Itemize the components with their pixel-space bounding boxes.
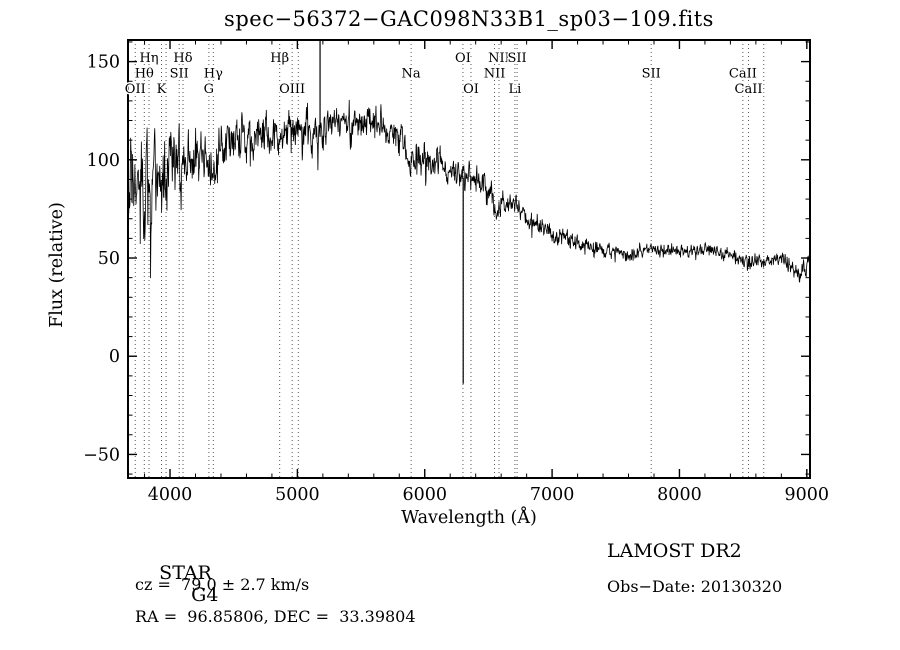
y-tick-label: 100 (87, 151, 120, 171)
spectral-line-label: Li (509, 82, 522, 97)
spectral-line-label: Na (402, 67, 421, 82)
spectral-line-label: Hη (139, 51, 158, 66)
spectral-line-label: Hθ (135, 67, 154, 82)
spectral-line-label: Hδ (173, 51, 192, 66)
x-tick-label: 5000 (275, 485, 320, 505)
ra-dec-text: RA = 96.85806, DEC = 33.39804 (135, 607, 416, 626)
spectral-line-label: CaII (729, 67, 757, 82)
spectral-line-label: Hβ (270, 51, 289, 66)
spectral-line-label: OI (455, 51, 471, 66)
y-tick-label: 150 (87, 53, 120, 73)
spectral-line-label: OII (125, 82, 146, 97)
x-tick-label: 9000 (785, 485, 830, 505)
x-tick-label: 6000 (402, 485, 447, 505)
spectral-line-label: G (204, 82, 214, 97)
spectral-line-label: K (157, 82, 167, 97)
plot-frame (127, 39, 811, 479)
class-label: STAR (159, 562, 212, 584)
spectral-line-label: OIII (279, 82, 305, 97)
x-tick-label: 7000 (530, 485, 575, 505)
y-tick-label: −50 (83, 445, 120, 465)
x-tick-label: 8000 (657, 485, 702, 505)
y-tick-label: 50 (98, 249, 120, 269)
x-axis-title: Wavelength (Å) (401, 507, 537, 528)
spectrum-trace (127, 99, 811, 283)
plot-title: spec−56372−GAC098N33B1_sp03−109.fits (224, 7, 714, 31)
spectral-line-label: SII (642, 67, 661, 82)
subclass-label: G4 (191, 584, 219, 606)
object-classification: STAR G4 (135, 540, 218, 628)
x-tick-label: 4000 (148, 485, 193, 505)
radial-velocity-text: cz = 79.0 ± 2.7 km/s (135, 575, 310, 594)
spectral-line-label: CaII (735, 82, 763, 97)
spectral-line-label: Hγ (204, 67, 223, 82)
spectral-line-label: NII (488, 51, 510, 66)
survey-label: LAMOST DR2 (607, 540, 742, 562)
spectral-line-label: SII (170, 67, 189, 82)
spectral-line-label: SII (507, 51, 526, 66)
y-axis-title: Flux (relative) (47, 202, 67, 328)
y-tick-label: 0 (109, 347, 120, 367)
obs-date-text: Obs−Date: 20130320 (607, 577, 783, 596)
spectral-line-label: OI (463, 82, 479, 97)
spectral-line-label: NII (484, 67, 506, 82)
